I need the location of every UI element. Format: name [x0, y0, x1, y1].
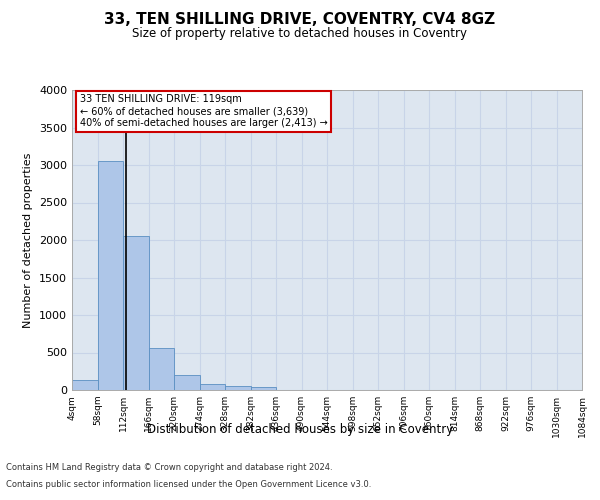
Text: Contains public sector information licensed under the Open Government Licence v3: Contains public sector information licen… [6, 480, 371, 489]
Bar [97, 160, 123, 390]
Bar [174, 376, 199, 390]
Text: 33, TEN SHILLING DRIVE, COVENTRY, CV4 8GZ: 33, TEN SHILLING DRIVE, COVENTRY, CV4 8G… [104, 12, 496, 28]
Text: 33 TEN SHILLING DRIVE: 119sqm
← 60% of detached houses are smaller (3,639)
40% o: 33 TEN SHILLING DRIVE: 119sqm ← 60% of d… [80, 94, 328, 128]
Text: Size of property relative to detached houses in Coventry: Size of property relative to detached ho… [133, 28, 467, 40]
Bar [149, 348, 174, 390]
Y-axis label: Number of detached properties: Number of detached properties [23, 152, 34, 328]
Bar [251, 388, 276, 390]
Bar [72, 380, 97, 390]
Bar [225, 386, 251, 390]
Text: Contains HM Land Registry data © Crown copyright and database right 2024.: Contains HM Land Registry data © Crown c… [6, 464, 332, 472]
Text: Distribution of detached houses by size in Coventry: Distribution of detached houses by size … [147, 422, 453, 436]
Bar [200, 384, 225, 390]
Bar [123, 236, 149, 390]
